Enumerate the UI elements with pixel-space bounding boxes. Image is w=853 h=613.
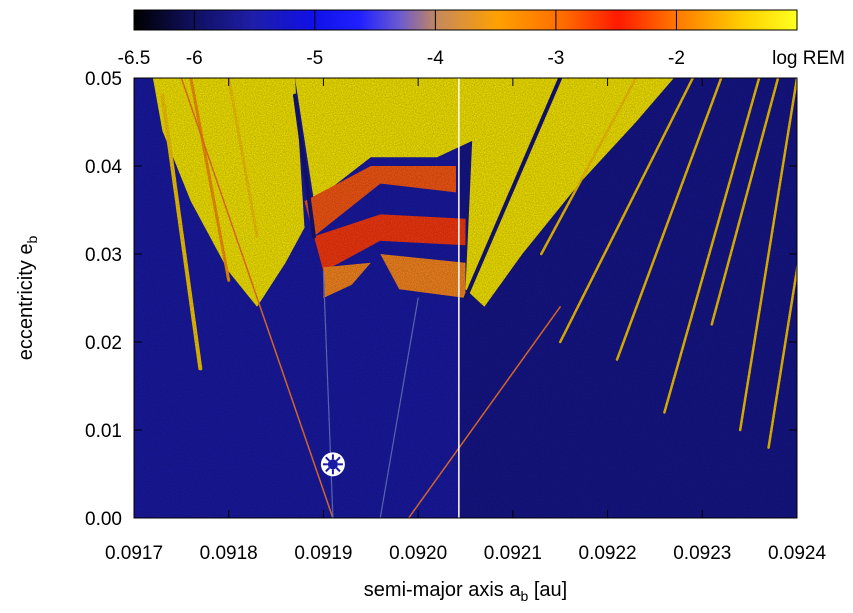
x-tick-label: 0.0923 xyxy=(673,543,731,564)
colorbar-tick-label: -5 xyxy=(306,48,323,69)
y-tick-label: 0.00 xyxy=(85,509,122,530)
colorbar-label: log REM xyxy=(772,48,845,69)
colorbar-tick-label: -4 xyxy=(427,48,444,69)
y-axis-ticks: 0.00 0.01 0.02 0.03 0.04 0.05 xyxy=(85,69,797,530)
sun-ray xyxy=(325,456,331,462)
x-tick-label: 0.0919 xyxy=(294,543,352,564)
sun-ray xyxy=(335,467,341,473)
colorbar-tick-label: -6 xyxy=(186,48,203,69)
x-tick-label: 0.0921 xyxy=(484,543,542,564)
y-tick-label: 0.04 xyxy=(85,157,122,178)
plot-area: 0.0917 0.0918 0.0919 0.0920 0.0921 0.0922 0.09… xyxy=(85,69,826,564)
sun-symbol-icon xyxy=(320,452,345,477)
sun-ray xyxy=(325,467,331,473)
y-tick-label: 0.01 xyxy=(85,421,122,442)
x-tick-label: 0.0920 xyxy=(389,543,447,564)
colorbar-ticks: -6.5 -6 -5 -4 -3 -2 xyxy=(118,10,685,69)
colorbar: -6.5 -6 -5 -4 -3 -2 log REM xyxy=(118,9,845,69)
y-tick-label: 0.03 xyxy=(85,245,122,266)
y-tick-label: 0.05 xyxy=(85,69,122,90)
x-tick-label: 0.0922 xyxy=(579,543,637,564)
heatmap-noise-texture xyxy=(134,78,797,518)
colorbar-gradient xyxy=(133,9,798,31)
colorbar-tick-label: -2 xyxy=(668,48,685,69)
x-tick-label: 0.0918 xyxy=(200,543,258,564)
x-tick-label: 0.0924 xyxy=(768,543,827,564)
colorbar-tick-label: -3 xyxy=(547,48,564,69)
x-axis-label: semi-major axis ab [au] xyxy=(364,579,567,604)
plot-frame xyxy=(133,77,798,519)
sun-core xyxy=(327,459,338,470)
sun-ray xyxy=(335,456,341,462)
y-axis-label: eccentricity eb xyxy=(15,236,40,361)
colorbar-tick-label: -6.5 xyxy=(118,48,151,69)
y-tick-label: 0.02 xyxy=(85,333,122,354)
x-axis-ticks: 0.0917 0.0918 0.0919 0.0920 0.0921 0.0922 0.09… xyxy=(105,78,827,564)
x-tick-label: 0.0917 xyxy=(105,543,163,564)
